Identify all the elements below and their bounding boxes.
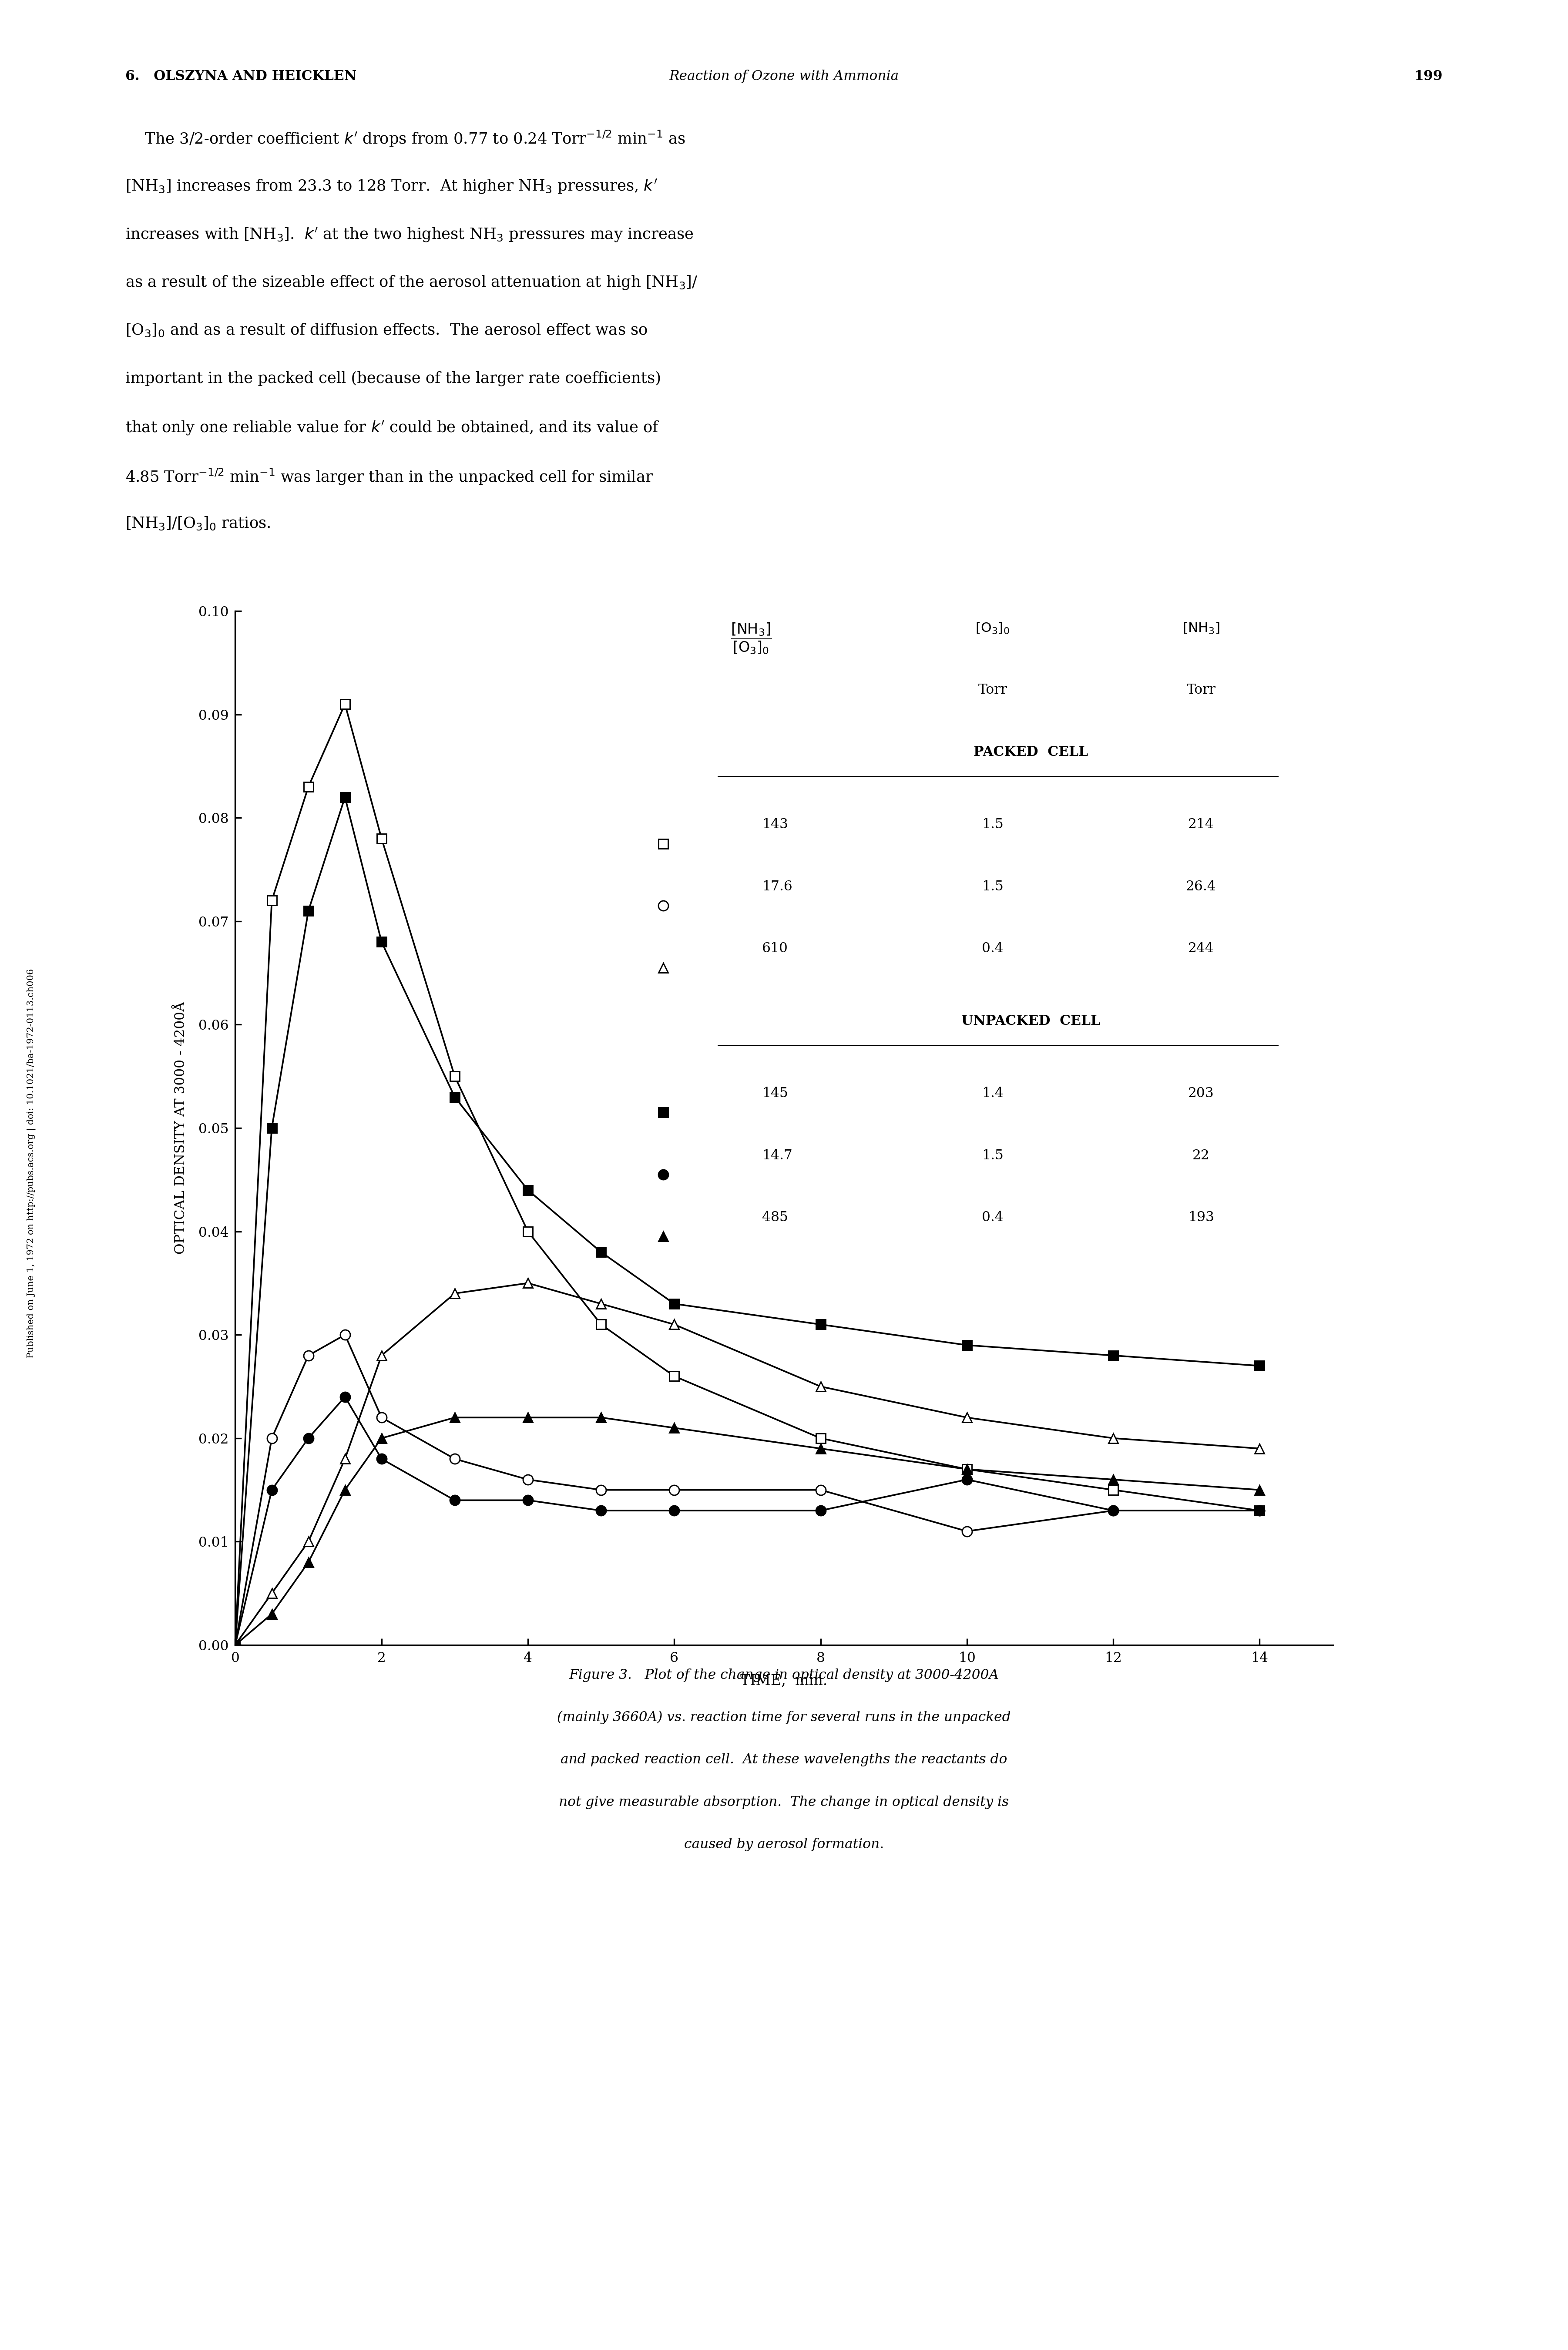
Text: 199: 199 bbox=[1414, 70, 1443, 82]
Text: not give measurable absorption.  The change in optical density is: not give measurable absorption. The chan… bbox=[560, 1795, 1008, 1810]
Text: 26.4: 26.4 bbox=[1185, 879, 1217, 893]
Text: Figure 3.   Plot of the change in optical density at 3000-4200A: Figure 3. Plot of the change in optical … bbox=[569, 1668, 999, 1683]
Text: 1.4: 1.4 bbox=[982, 1086, 1004, 1100]
Text: [NH$_3$]/[O$_3$]$_0$ ratios.: [NH$_3$]/[O$_3$]$_0$ ratios. bbox=[125, 515, 271, 531]
Text: 1.5: 1.5 bbox=[982, 879, 1004, 893]
X-axis label: TIME,  min.: TIME, min. bbox=[740, 1673, 828, 1687]
Text: 214: 214 bbox=[1189, 818, 1214, 832]
Text: 145: 145 bbox=[762, 1086, 789, 1100]
Text: 6.   OLSZYNA AND HEICKLEN: 6. OLSZYNA AND HEICKLEN bbox=[125, 70, 356, 82]
Text: 4.85 Torr$^{-1/2}$ min$^{-1}$ was larger than in the unpacked cell for similar: 4.85 Torr$^{-1/2}$ min$^{-1}$ was larger… bbox=[125, 468, 654, 486]
Text: as a result of the sizeable effect of the aerosol attenuation at high [NH$_3$]/: as a result of the sizeable effect of th… bbox=[125, 275, 698, 291]
Text: caused by aerosol formation.: caused by aerosol formation. bbox=[684, 1838, 884, 1852]
Text: and packed reaction cell.  At these wavelengths the reactants do: and packed reaction cell. At these wavel… bbox=[561, 1753, 1007, 1767]
Y-axis label: OPTICAL DENSITY AT 3000 - 4200Å: OPTICAL DENSITY AT 3000 - 4200Å bbox=[174, 1001, 188, 1255]
Text: 1.5: 1.5 bbox=[982, 818, 1004, 832]
Text: UNPACKED  CELL: UNPACKED CELL bbox=[961, 1015, 1101, 1027]
Text: important in the packed cell (because of the larger rate coefficients): important in the packed cell (because of… bbox=[125, 371, 662, 385]
Text: 17.6: 17.6 bbox=[762, 879, 792, 893]
Text: 0.4: 0.4 bbox=[982, 942, 1004, 956]
Text: Reaction of Ozone with Ammonia: Reaction of Ozone with Ammonia bbox=[670, 70, 898, 82]
Text: that only one reliable value for $k'$ could be obtained, and its value of: that only one reliable value for $k'$ co… bbox=[125, 418, 660, 437]
Text: 610: 610 bbox=[762, 942, 789, 956]
Text: The 3/2-order coefficient $k'$ drops from 0.77 to 0.24 Torr$^{-1/2}$ min$^{-1}$ : The 3/2-order coefficient $k'$ drops fro… bbox=[125, 129, 685, 148]
Text: Published on June 1, 1972 on http://pubs.acs.org | doi: 10.1021/ba-1972-0113.ch0: Published on June 1, 1972 on http://pubs… bbox=[27, 968, 36, 1358]
Text: 244: 244 bbox=[1189, 942, 1214, 956]
Text: [O$_3$]$_0$ and as a result of diffusion effects.  The aerosol effect was so: [O$_3$]$_0$ and as a result of diffusion… bbox=[125, 322, 648, 338]
Text: 22: 22 bbox=[1192, 1149, 1210, 1163]
Text: $[\mathrm{O_3}]_0$: $[\mathrm{O_3}]_0$ bbox=[975, 620, 1010, 635]
Text: 0.4: 0.4 bbox=[982, 1210, 1004, 1224]
Text: Torr: Torr bbox=[1187, 684, 1215, 698]
Text: (mainly 3660A) vs. reaction time for several runs in the unpacked: (mainly 3660A) vs. reaction time for sev… bbox=[557, 1711, 1011, 1725]
Text: Torr: Torr bbox=[978, 684, 1007, 698]
Text: 485: 485 bbox=[762, 1210, 789, 1224]
Text: 14.7: 14.7 bbox=[762, 1149, 792, 1163]
Text: 193: 193 bbox=[1189, 1210, 1214, 1224]
Text: [NH$_3$] increases from 23.3 to 128 Torr.  At higher NH$_3$ pressures, $k'$: [NH$_3$] increases from 23.3 to 128 Torr… bbox=[125, 179, 657, 195]
Text: 1.5: 1.5 bbox=[982, 1149, 1004, 1163]
Text: $[\mathrm{NH_3}]$: $[\mathrm{NH_3}]$ bbox=[1182, 620, 1220, 635]
Text: increases with [NH$_3$].  $k'$ at the two highest NH$_3$ pressures may increase: increases with [NH$_3$]. $k'$ at the two… bbox=[125, 226, 693, 242]
Text: PACKED  CELL: PACKED CELL bbox=[974, 745, 1088, 759]
Text: 203: 203 bbox=[1189, 1086, 1214, 1100]
Text: 143: 143 bbox=[762, 818, 789, 832]
Text: $\dfrac{[\mathrm{NH_3}]}{[\mathrm{O_3}]_0}$: $\dfrac{[\mathrm{NH_3}]}{[\mathrm{O_3}]_… bbox=[731, 620, 771, 656]
